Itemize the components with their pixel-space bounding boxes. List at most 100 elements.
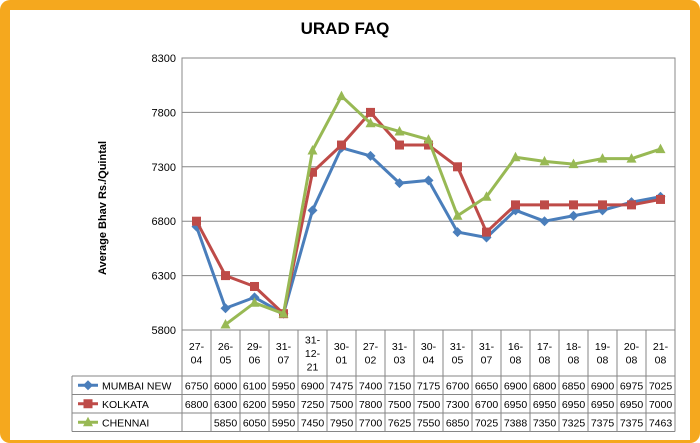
data-point-mumbai-new [394,178,405,189]
x-tick-label: 31-07 [276,341,292,367]
data-point-chennai [394,125,405,136]
table-cell-mumbai-new: 6100 [243,380,267,392]
table-cell-kolkata: 7500 [330,399,354,411]
data-point-kolkata [308,167,317,177]
table-cell-chennai: 7350 [533,417,557,429]
y-axis-label: Average Bhav Rs./Quintal [97,141,109,275]
x-tick-label: 30-01 [334,341,350,367]
legend-marker-kolkata [83,399,93,409]
legend-label-chennai: CHENNAI [102,417,149,429]
chart-title: URAD FAQ [301,19,390,38]
table-cell-kolkata: 7800 [359,399,383,411]
table-cell-chennai: 7025 [475,417,499,429]
table-cell-mumbai-new: 6900 [301,380,325,392]
table-cell-kolkata: 6700 [475,399,499,411]
chart-area: URAD FAQ Average Bhav Rs./Quintal 5800 63… [10,10,690,440]
table-cell-mumbai-new: 6000 [214,380,238,392]
table-cell-chennai: 7325 [562,417,586,429]
table-cell-kolkata: 7000 [649,399,673,411]
table-cell-kolkata: 6800 [185,399,209,411]
x-tick-label: 31-12-21 [305,334,321,373]
data-point-mumbai-new [220,303,231,314]
data-point-chennai [481,191,492,201]
table-cell-kolkata: 7250 [301,399,325,411]
data-point-chennai [307,144,318,155]
table-cell-chennai: 7700 [359,417,383,429]
data-point-mumbai-new [452,227,463,238]
line-chart: URAD FAQ Average Bhav Rs./Quintal 5800 63… [71,19,676,432]
table-cell-mumbai-new: 6900 [504,380,528,392]
data-point-kolkata [395,140,404,150]
data-point-chennai [626,153,637,163]
x-tick-label: 26-05 [218,341,234,367]
data-point-mumbai-new [423,175,434,186]
table-cell-chennai: 5850 [214,417,238,429]
y-tick-label: 8300 [152,53,176,65]
series-line-chennai [224,94,661,326]
data-point-kolkata [598,200,607,210]
data-point-mumbai-new [307,205,318,216]
data-point-mumbai-new [539,216,550,227]
data-point-kolkata [366,107,375,117]
data-point-chennai [539,155,550,166]
table-cell-mumbai-new: 6850 [562,380,586,392]
table-cell-kolkata: 7300 [446,399,470,411]
data-point-chennai [655,143,666,154]
table-cell-mumbai-new: 6975 [620,380,644,392]
legend-label-mumbai-new: MUMBAI NEW [102,380,172,392]
data-point-chennai [568,158,579,169]
x-tick-label: 17-08 [537,341,553,367]
x-tick-label: 21-08 [653,341,669,367]
data-point-kolkata [540,200,549,210]
x-tick-label: 19-08 [595,341,611,367]
x-tick-label: 27-04 [189,341,205,367]
legend-marker-chennai [83,416,93,427]
table-cell-mumbai-new: 6700 [446,380,470,392]
data-point-chennai [220,319,231,329]
data-point-chennai [452,210,463,220]
table-cell-mumbai-new: 6900 [591,380,615,392]
data-point-kolkata [337,140,346,150]
table-cell-chennai: 7450 [301,417,325,429]
legend-label-kolkata: KOLKATA [102,399,149,411]
data-point-kolkata [192,216,201,226]
data-point-kolkata [656,194,665,204]
x-tick-label: 31-03 [392,341,408,367]
y-tick-label: 6800 [152,216,176,228]
table-cell-chennai: 7463 [649,417,673,429]
data-point-mumbai-new [365,150,376,161]
table-cell-mumbai-new: 6800 [533,380,557,392]
data-point-chennai [336,90,347,101]
table-cell-chennai: 5950 [272,417,296,429]
data-point-kolkata [424,140,433,150]
table-cell-chennai: 7375 [620,417,644,429]
y-tick-label: 5800 [152,325,176,337]
table-cell-chennai: 7625 [388,417,412,429]
data-point-chennai [597,153,608,163]
data-point-kolkata [482,227,491,237]
x-tick-label: 20-08 [624,341,640,367]
table-cell-chennai: 7388 [504,417,528,429]
x-tick-label: 29-06 [247,341,263,367]
table-cell-kolkata: 6950 [591,399,615,411]
table-cell-mumbai-new: 7150 [388,380,412,392]
x-tick-label: 27-02 [363,341,379,367]
table-cell-kolkata: 6950 [620,399,644,411]
table-cell-chennai: 7375 [591,417,615,429]
table-cell-mumbai-new: 5950 [272,380,296,392]
table-cell-kolkata: 6950 [562,399,586,411]
data-point-chennai [423,134,434,144]
table-cell-kolkata: 7500 [417,399,441,411]
table-cell-chennai: 7550 [417,417,441,429]
table-cell-mumbai-new: 7400 [359,380,383,392]
data-point-chennai [365,117,376,128]
x-tick-label: 18-08 [566,341,582,367]
data-point-kolkata [511,200,520,210]
data-point-kolkata [453,162,462,172]
table-cell-kolkata: 7500 [388,399,412,411]
legend-marker-mumbai-new [83,380,93,391]
table-cell-kolkata: 6200 [243,399,267,411]
x-tick-label: 30-04 [421,341,437,367]
data-point-chennai [510,151,521,162]
